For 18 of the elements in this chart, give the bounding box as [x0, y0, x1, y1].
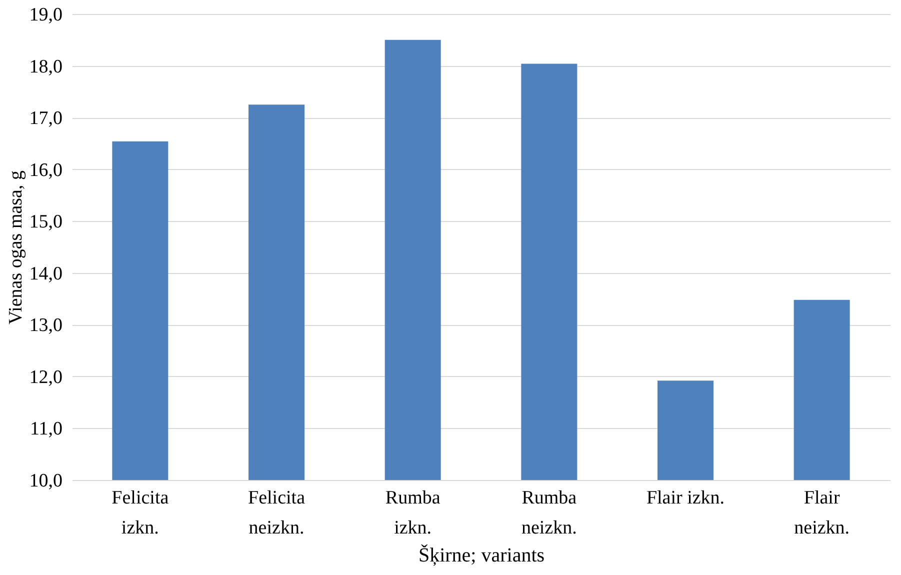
x-tick-label: Flair izkn. [646, 488, 725, 508]
y-tick-label: 12,0 [29, 366, 62, 388]
y-tick-label: 19,0 [29, 4, 62, 26]
x-tick-label: Flair neizkn. [794, 488, 850, 538]
y-tick-label: 17,0 [29, 108, 62, 130]
y-tick-label: 11,0 [30, 418, 62, 440]
x-tick-label: Rumba neizkn. [521, 488, 578, 538]
y-tick-label: 10,0 [29, 470, 62, 492]
y-tick-label: 14,0 [29, 263, 62, 284]
x-tick-label: Felicita izkn. [112, 488, 170, 538]
x-tick-label: Felicita neizkn. [248, 488, 306, 538]
y-tick-label: 18,0 [29, 56, 62, 78]
y-tick-label: 15,0 [29, 212, 62, 233]
x-tick-label: Rumba izkn. [385, 488, 441, 538]
y-tick-label: 13,0 [29, 315, 62, 336]
y-axis-title: Vienas ogas masa, g [5, 170, 26, 324]
y-tick-label: 16,0 [29, 160, 62, 181]
x-axis-title: Šķirne; variants [418, 544, 545, 566]
